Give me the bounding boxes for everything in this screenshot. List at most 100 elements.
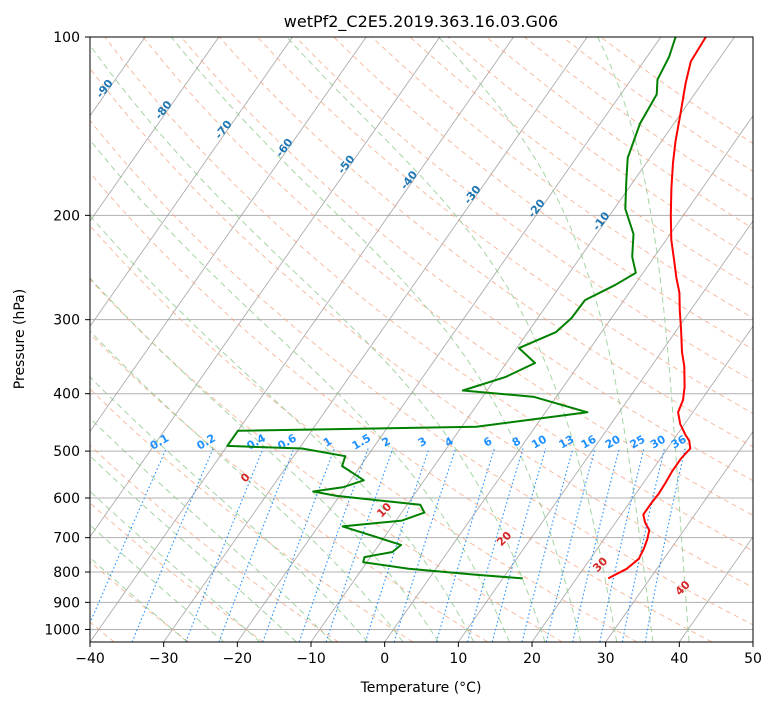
dry-adiabat-line — [257, 37, 753, 415]
y-axis-label: Pressure (hPa) — [12, 289, 28, 389]
x-tick-label: 10 — [449, 651, 467, 667]
mixing-ratio-label: 30 — [648, 432, 668, 451]
x-tick-label: 0 — [380, 651, 389, 667]
moist-adiabat-line — [90, 277, 439, 642]
dry-adiabat-label: -10 — [590, 209, 613, 233]
mixing-ratio-label: 3 — [416, 435, 429, 450]
mixing-ratio-label: 6 — [481, 434, 494, 449]
mixing-ratio-line — [599, 448, 645, 642]
moist-adiabat-line — [90, 556, 188, 642]
moist-adiabat-label: 10 — [374, 500, 394, 520]
dry-adiabat-line — [218, 37, 753, 448]
dry-adiabat-line — [90, 561, 190, 642]
dry-adiabat-line — [90, 444, 339, 642]
mixing-ratio-label: 2 — [380, 435, 393, 450]
dry-adiabat-line — [180, 37, 753, 482]
temperature-profile — [607, 37, 707, 580]
moist-adiabat-line — [438, 37, 654, 642]
dry-adiabat-label: -20 — [525, 196, 548, 220]
dry-adiabat-line — [90, 172, 712, 642]
x-tick-label: 50 — [744, 651, 762, 667]
moist-adiabat-line — [90, 376, 369, 642]
mixing-ratio-line — [298, 448, 369, 642]
dry-adiabat-line — [295, 37, 753, 382]
isotherm-line — [90, 37, 514, 642]
moist-adiabat-line — [90, 330, 404, 642]
dry-adiabat-line — [485, 37, 753, 230]
mixing-ratio-label: 1.5 — [350, 432, 373, 453]
dry-adiabat-line — [333, 37, 753, 350]
y-tick-label: 500 — [53, 444, 80, 460]
dry-adiabat-line — [600, 37, 753, 145]
background-lines — [0, 37, 753, 642]
mixing-ratio-label: 25 — [628, 433, 648, 452]
moist-adiabat-line — [90, 524, 225, 642]
x-tick-label: 30 — [597, 651, 615, 667]
x-tick-label: −30 — [149, 651, 179, 667]
mixing-ratio-label: 16 — [579, 432, 599, 451]
mixing-ratio-line — [262, 448, 335, 642]
chart-title: wetPf2_C2E5.2019.363.16.03.G06 — [284, 12, 558, 32]
x-tick-label: −40 — [75, 651, 105, 667]
mixing-ratio-label: 4 — [442, 434, 455, 449]
x-tick-label: −20 — [223, 651, 253, 667]
mixing-ratio-line — [218, 448, 295, 642]
profile-series — [226, 37, 707, 580]
dry-adiabat-line — [90, 225, 638, 642]
dry-adiabat-line — [90, 278, 563, 642]
mixing-ratio-label: 0.6 — [275, 431, 299, 452]
mixing-ratio-line — [521, 448, 574, 642]
y-tick-label: 300 — [53, 313, 80, 329]
dry-adiabat-line — [371, 37, 753, 319]
isotherm-line — [90, 37, 220, 222]
mixing-ratio-label: 20 — [603, 432, 623, 451]
dry-adiabat-line — [90, 119, 753, 626]
dewpoint-profile — [226, 37, 677, 580]
dry-adiabat-line — [90, 388, 414, 642]
mixing-ratio-line — [466, 448, 524, 642]
moist-adiabat-line — [597, 37, 690, 642]
isotherm-line — [236, 37, 662, 642]
y-tick-label: 600 — [53, 491, 80, 507]
isotherm-line — [752, 641, 753, 642]
mixing-ratio-label: 10 — [529, 432, 549, 451]
y-tick-label: 900 — [53, 595, 80, 611]
moist-adiabat-line — [90, 455, 297, 642]
mixing-ratio-line — [644, 448, 686, 642]
isotherm-line — [0, 37, 72, 642]
mixing-ratio-line — [393, 448, 457, 642]
y-axis-ticks: 100 200 300 400 500 600 700 800 900 1000 — [44, 30, 90, 638]
dry-adiabat-label: -90 — [93, 77, 116, 101]
moist-adiabat-line — [286, 37, 618, 642]
isotherm-line — [605, 430, 753, 642]
plot-frame — [89, 36, 754, 643]
dry-adiabat-line — [142, 37, 753, 516]
mixing-ratio-line — [572, 448, 620, 642]
moist-adiabat-line — [90, 490, 261, 642]
dry-adiabat-line — [90, 332, 488, 642]
y-tick-label: 800 — [53, 565, 80, 581]
y-tick-label: 700 — [53, 531, 80, 547]
mixing-ratio-line — [131, 448, 214, 642]
isotherm-line — [457, 220, 753, 642]
moist-adiabat-label: 40 — [673, 578, 693, 598]
isotherm-line — [384, 115, 753, 642]
mixing-ratio-line — [325, 448, 394, 642]
dry-adiabat-line — [90, 67, 753, 589]
isotherm-line — [678, 535, 753, 642]
mixing-ratio-line — [435, 448, 495, 642]
dry-adiabat-label: -100 — [34, 51, 61, 81]
dry-adiabat-label: -30 — [461, 183, 484, 207]
y-tick-label: 1000 — [44, 622, 80, 638]
dry-adiabat-label: -50 — [335, 152, 358, 176]
dry-adiabat-label: -80 — [152, 98, 175, 122]
x-tick-label: 40 — [670, 651, 688, 667]
x-axis-ticks: −40 −30 −20 −10 0 10 20 30 40 50 — [75, 642, 762, 667]
dry-adiabat-line — [447, 37, 753, 259]
y-tick-label: 100 — [53, 30, 80, 46]
mixing-ratio-label: 0.4 — [245, 431, 269, 452]
moist-adiabat-label: 20 — [494, 529, 514, 549]
moist-adiabat-line — [90, 44, 546, 642]
moist-adiabat-line — [90, 214, 475, 642]
